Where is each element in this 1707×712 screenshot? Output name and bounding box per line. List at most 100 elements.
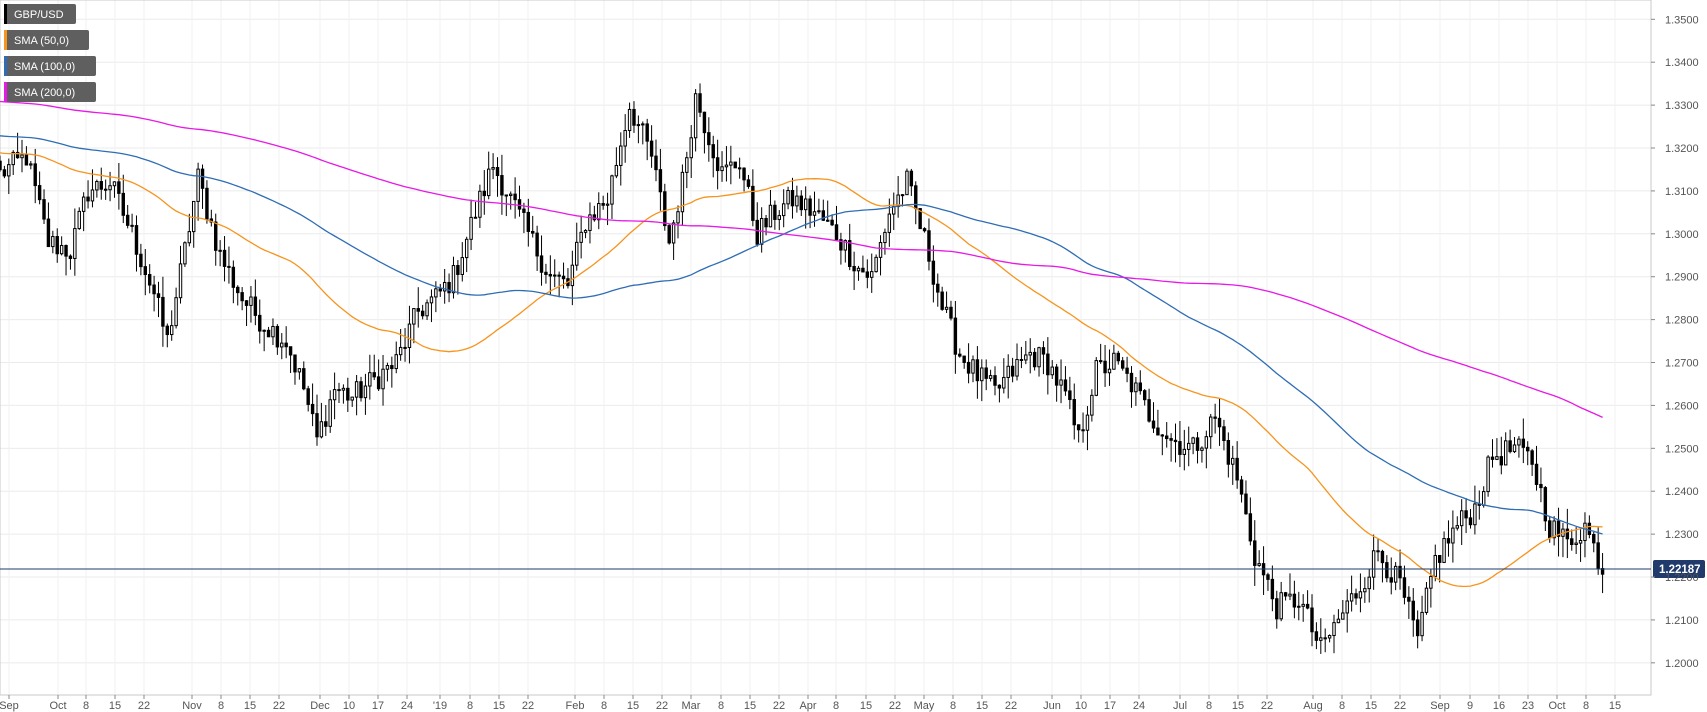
candle-body[interactable] (949, 306, 953, 319)
candle-body[interactable] (1046, 353, 1050, 376)
candle-body[interactable] (900, 194, 905, 197)
candle-body[interactable] (953, 317, 958, 355)
candle-body[interactable] (200, 168, 205, 189)
candle-body[interactable] (1459, 510, 1464, 527)
candle-body[interactable] (24, 154, 29, 166)
candle-body[interactable] (1552, 520, 1556, 539)
candle-body[interactable] (15, 151, 20, 159)
candle-body[interactable] (1499, 456, 1504, 466)
candle-body[interactable] (685, 157, 689, 173)
candle-body[interactable] (1305, 603, 1310, 609)
candle-body[interactable] (1266, 574, 1270, 580)
candle-body[interactable] (1389, 577, 1393, 583)
candle-body[interactable] (350, 396, 354, 401)
candle-body[interactable] (1301, 603, 1305, 607)
candle-body[interactable] (1147, 399, 1151, 422)
candle-body[interactable] (544, 271, 548, 275)
candle-body[interactable] (1543, 487, 1548, 522)
candle-body[interactable] (1125, 367, 1129, 374)
candle-body[interactable] (77, 210, 81, 230)
candle-body[interactable] (425, 302, 429, 317)
candle-body[interactable] (64, 244, 68, 257)
candle-body[interactable] (689, 137, 693, 159)
candle-body[interactable] (707, 132, 711, 146)
candle-body[interactable] (297, 368, 302, 373)
candle-body[interactable] (1072, 399, 1076, 426)
candle-body[interactable] (293, 354, 297, 373)
candle-body[interactable] (553, 274, 557, 277)
candle-body[interactable] (7, 164, 11, 177)
candle-body[interactable] (244, 300, 249, 306)
candle-body[interactable] (821, 210, 826, 221)
candle-body[interactable] (51, 236, 55, 248)
candle-body[interactable] (667, 225, 671, 244)
candle-body[interactable] (1076, 424, 1081, 431)
candle-body[interactable] (1490, 456, 1495, 460)
candle-body[interactable] (1530, 450, 1534, 465)
candle-body[interactable] (306, 388, 310, 405)
candle-body[interactable] (993, 375, 997, 386)
candle-body[interactable] (922, 228, 927, 232)
candle-body[interactable] (1028, 351, 1032, 356)
candle-body[interactable] (1415, 619, 1420, 637)
candle-body[interactable] (227, 265, 231, 268)
candle-body[interactable] (1464, 510, 1468, 519)
candle-body[interactable] (636, 124, 641, 127)
candle-body[interactable] (918, 208, 922, 230)
candle-body[interactable] (1437, 554, 1442, 563)
candle-body[interactable] (398, 346, 403, 356)
candle-body[interactable] (1402, 577, 1407, 598)
candle-body[interactable] (1587, 522, 1592, 536)
candlesticks[interactable] (0, 83, 1605, 654)
candle-body[interactable] (288, 346, 293, 356)
candle-body[interactable] (1526, 446, 1530, 452)
candle-body[interactable] (319, 421, 324, 438)
candle-body[interactable] (751, 185, 755, 221)
candle-body[interactable] (583, 229, 588, 233)
candle-body[interactable] (99, 181, 103, 190)
candle-body[interactable] (1385, 562, 1389, 579)
candle-body[interactable] (29, 163, 33, 166)
candle-body[interactable] (1081, 429, 1085, 432)
candle-body[interactable] (812, 211, 817, 216)
candle-body[interactable] (936, 283, 940, 293)
candle-body[interactable] (610, 175, 614, 205)
candle-body[interactable] (324, 421, 328, 427)
candle-body[interactable] (1548, 520, 1552, 539)
candle-body[interactable] (1209, 416, 1213, 438)
candle-body[interactable] (341, 387, 346, 391)
candle-body[interactable] (1517, 438, 1521, 446)
candle-body[interactable] (81, 196, 86, 212)
candle-body[interactable] (1424, 587, 1429, 613)
candle-body[interactable] (460, 257, 464, 275)
legend-item[interactable]: SMA (100,0) (4, 56, 96, 76)
candle-body[interactable] (1345, 600, 1349, 614)
candle-body[interactable] (1473, 503, 1477, 526)
candle-body[interactable] (878, 242, 883, 258)
candle-body[interactable] (125, 214, 130, 226)
candle-body[interactable] (997, 384, 1002, 389)
candle-body[interactable] (1297, 605, 1301, 608)
candle-body[interactable] (1521, 438, 1526, 448)
candle-body[interactable] (1380, 550, 1385, 564)
candle-body[interactable] (1451, 527, 1455, 544)
candle-body[interactable] (1371, 550, 1376, 578)
candle-body[interactable] (169, 325, 174, 336)
candle-body[interactable] (1187, 442, 1191, 450)
candle-body[interactable] (892, 206, 896, 215)
candle-body[interactable] (1583, 522, 1587, 542)
candle-body[interactable] (1244, 493, 1248, 515)
candle-body[interactable] (332, 389, 337, 401)
candle-body[interactable] (266, 329, 271, 338)
candle-body[interactable] (68, 255, 73, 259)
candle-body[interactable] (1446, 538, 1451, 544)
candle-body[interactable] (614, 164, 619, 177)
candle-body[interactable] (548, 273, 553, 277)
candle-body[interactable] (236, 286, 240, 294)
candle-body[interactable] (1204, 436, 1209, 449)
candle-body[interactable] (1570, 538, 1574, 546)
candle-body[interactable] (641, 123, 645, 126)
candle-body[interactable] (764, 218, 768, 228)
candle-body[interactable] (0, 160, 2, 171)
candle-body[interactable] (1398, 565, 1402, 579)
